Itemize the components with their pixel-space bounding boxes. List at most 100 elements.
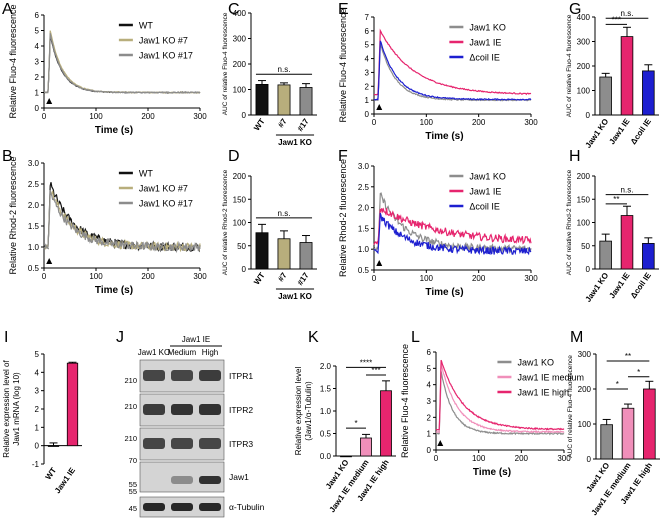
stimulus-marker-B [46,258,53,264]
category-label-I-0: WT [44,466,59,481]
y-tick-label-L: 3 [427,397,432,406]
legend-label-F-0: Jaw1 KO [469,172,506,182]
chart-k: 0.0 0.5 1.0 1.5 2.0 Relative expression level… [294,358,396,514]
bar-C-1 [277,84,291,116]
bar-I-1 [66,362,79,447]
panel-label-a: A [2,1,13,18]
y-axis-label-M: AUC of relative Fluo-4 fluorescence [567,355,574,458]
category-label-C-1: #7 [276,117,289,130]
blot-band-1-0 [143,404,165,415]
y-tick-label-I: 1 [35,423,40,432]
y-axis-label-F: Relative Rhod-2 fluorescence [338,159,348,277]
y-tick-label-E: 3 [365,68,370,77]
bar-H-0 [599,240,612,270]
blot-header-medium: Medium [168,348,197,357]
x-tick-label-F: 100 [420,274,434,283]
y-tick-label-B: 2.5 [28,180,40,189]
x-tick-label-F: 300 [524,274,538,283]
blot-band-1-1 [171,404,193,415]
blot-header-ie: Jaw1 IE [182,335,210,344]
significance-label-H-1: n.s. [621,186,634,195]
y-tick-label-E: 0 [365,110,370,119]
chart-d: 0 50 100 150 200 AUC of relative Rhod-2 fluor… [222,169,317,301]
legend-label-L-1: Jaw1 IE medium [517,373,584,383]
x-axis-label-B: Time (s) [95,285,133,296]
x-axis-label-L: Time (s) [473,467,511,478]
blot-band-0-2 [199,370,221,381]
series-line-F-2 [373,212,532,256]
x-axis-label-E: Time (s) [425,131,463,142]
y-axis-label2-I: Jaw1 mRNA (log 10) [12,372,21,446]
y-tick-label-F: 1.0 [358,245,370,254]
y-tick-label-E: 7 [365,13,370,22]
y-tick-label-D: 50 [237,242,246,251]
legend-label-E-2: Δcoil IE [469,53,500,63]
blot-band-2-1 [171,438,193,449]
y-tick-label-G: 0 [586,111,591,120]
blot-mw-marker-5: 55 [129,487,137,496]
bar-C-2 [299,87,313,116]
chart-l: 0 1 2 3 4 5 6 Relative Fluo-4 fluorescence 0 100 2… [400,344,584,478]
legend-label-A-1: Jaw1 KO #7 [139,36,188,46]
legend-label-B-0: WT [139,169,153,179]
y-tick-label-E: 2 [365,82,370,91]
y-tick-label-I: 0 [35,442,40,451]
y-tick-label-K: 2.0 [320,362,332,371]
x-tick-label-A: 200 [141,112,155,121]
legend-label-F-2: Δcoil IE [469,202,500,212]
y-tick-label-E: 5 [365,41,370,50]
y-tick-label-F: 2.5 [358,183,370,192]
legend-label-A-2: Jaw1 KO #17 [139,51,193,61]
y-axis-label-A: Relative Fluo-4 fluorescence [8,4,18,118]
y-axis-label-B: Relative Rhod-2 fluorescence [8,156,18,274]
category-label-D-2: #17 [296,271,311,288]
blot-band-4-0 [143,503,165,511]
y-tick-label-B: 2.0 [28,201,40,210]
x-tick-label-F: 200 [472,274,486,283]
blot-band-2-2 [199,438,221,449]
y-tick-label-C: 300 [233,35,247,44]
y-tick-label-G: 400 [577,13,591,22]
bar-K-2 [380,390,392,457]
series-line-E-1 [373,28,532,96]
series-line-F-0 [373,192,532,255]
chart-b: 0.5 1.0 1.5 2.0 2.5 3.0 Relative Rhod-2 fluore… [8,156,207,296]
y-tick-label-C: 100 [233,86,247,95]
series-line-L-0 [435,371,565,436]
y-axis-label-I: Relative expression level of [2,360,11,458]
stimulus-marker-F [376,260,383,266]
significance-label-D-0: n.s. [278,209,291,218]
y-tick-label-I: 3 [35,387,40,396]
group-label-D: Jaw1 KO [278,292,312,301]
x-tick-label-F: 0 [372,274,377,283]
series-line-L-2 [435,359,565,431]
panel-label-g: G [569,1,581,18]
y-tick-label-E: 6 [365,27,370,36]
bar-G-2 [642,70,655,116]
blot-band-2-0 [143,438,165,449]
y-tick-label-K: 1.5 [320,385,332,394]
x-tick-label-E: 100 [420,118,434,127]
blot-mw-marker-3: 70 [129,456,137,465]
panel-label-k: K [308,329,319,346]
y-tick-label-D: 0 [242,265,247,274]
y-axis-label-D: AUC of relative Rhod-2 fluorescence [222,169,229,275]
chart-e: 0 1 2 3 4 5 6 7 Relative Fluo-4 fluorescence 0 100… [338,8,538,142]
x-tick-label-L: 300 [557,454,571,463]
significance-label-M-0: * [616,380,619,389]
category-label-D-0: WT [252,271,267,286]
bar-D-2 [299,242,313,270]
x-axis-label-A: Time (s) [95,125,133,136]
y-tick-label-I: 5 [35,350,40,359]
y-tick-label-L: 6 [427,348,432,357]
y-tick-label-A: 1 [35,89,40,98]
blot-band-3-2 [199,476,221,484]
blot-mw-marker-1: 210 [124,402,137,411]
panel-label-h: H [569,148,581,165]
blot-row-label-2: ITPR3 [229,439,253,449]
x-tick-label-L: 100 [472,454,486,463]
category-label-H-2: Δcoil IE [629,270,654,300]
y-axis-label-G: AUC of relative Fluo-4 fluorescence [566,14,573,117]
y-tick-label-H: 0 [586,265,591,274]
category-label-G-2: Δcoil IE [629,116,654,146]
